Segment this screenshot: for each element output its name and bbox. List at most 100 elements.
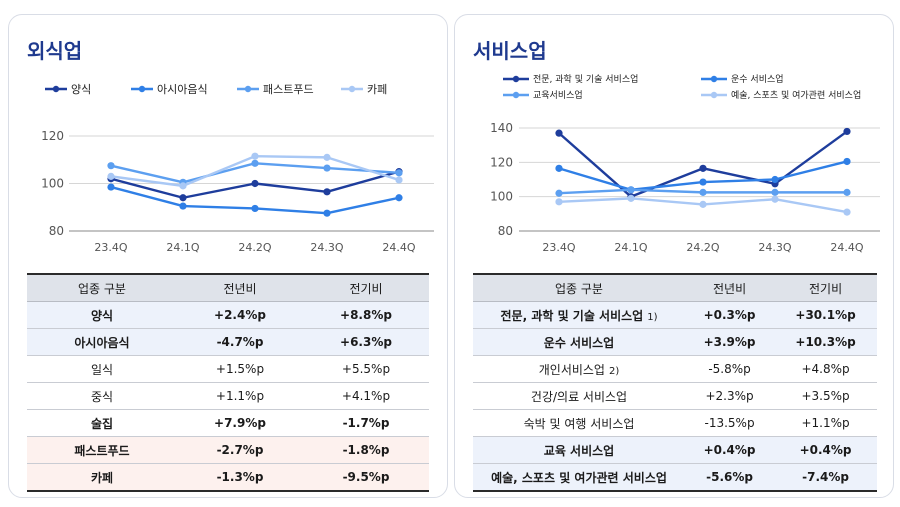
header-category: 업종 구분	[27, 273, 177, 302]
legend-marker	[512, 75, 520, 83]
category-name: 숙박 및 여행 서비스업	[523, 416, 635, 431]
x-tick-label: 24.4Q	[382, 241, 415, 254]
category-name: 교육 서비스업	[543, 443, 615, 458]
y-tick-label: 100	[41, 177, 64, 191]
series-1-point	[555, 129, 563, 137]
yoy-cell: -13.5%p	[685, 409, 775, 437]
series-4-point	[179, 182, 187, 190]
yoy-cell: -4.7%p	[177, 328, 303, 356]
y-tick-label: 80	[498, 224, 513, 238]
table-row: 중식 +1.1%p +4.1%p	[27, 382, 429, 410]
service-industry-panel: 서비스업 80 100 120 140 23.4Q 24.1Q 24.2Q 24.3Q 24.4…	[454, 14, 894, 498]
legend-marker	[52, 85, 60, 93]
x-tick-label: 24.1Q	[166, 241, 199, 254]
legend-marker	[138, 85, 146, 93]
yoy-cell: -2.7%p	[177, 436, 303, 464]
series-line-1	[558, 130, 848, 198]
table-row: 교육 서비스업 +0.4%p +0.4%p	[473, 436, 877, 464]
qoq-cell: +30.1%p	[774, 301, 877, 329]
category-name: 양식	[90, 308, 114, 323]
series-4-point	[555, 198, 563, 206]
series-3-point	[107, 162, 115, 170]
series-3-point	[251, 159, 259, 167]
category-cell: 중식	[27, 382, 177, 410]
yoy-cell: -1.3%p	[177, 463, 303, 492]
service-industry-line-chart: 80 100 120 140 23.4Q 24.1Q 24.2Q 24.3Q 24.4Q 전문, …	[490, 73, 880, 254]
series-3-point	[699, 188, 707, 196]
legend-label: 카페	[367, 83, 387, 96]
y-tick-label: 120	[490, 155, 513, 169]
y-tick-label: 80	[49, 224, 64, 238]
legend-label: 교육서비스업	[533, 90, 583, 101]
category-name: 일식	[90, 362, 114, 377]
category-cell: 카페	[27, 463, 177, 492]
category-name: 카페	[90, 470, 114, 485]
qoq-cell: +10.3%p	[774, 328, 877, 356]
table-row: 전문, 과학 및 기술 서비스업 1) +0.3%p +30.1%p	[473, 301, 877, 329]
category-name: 전문, 과학 및 기술 서비스업	[500, 308, 644, 323]
table-row: 양식 +2.4%p +8.8%p	[27, 301, 429, 329]
series-2-point	[179, 202, 187, 210]
yoy-cell: +7.9%p	[177, 409, 303, 437]
table-row: 일식 +1.5%p +5.5%p	[27, 355, 429, 383]
category-name: 술집	[90, 416, 114, 431]
food-service-title: 외식업	[27, 39, 83, 63]
series-1-point	[699, 164, 707, 172]
legend-label: 운수 서비스업	[731, 74, 784, 85]
series-1-point	[251, 179, 259, 188]
qoq-cell: -7.4%p	[774, 463, 877, 492]
service-industry-title: 서비스업	[473, 39, 547, 63]
category-cell: 술집	[27, 409, 177, 437]
x-tick-label: 24.4Q	[830, 241, 863, 254]
category-name: 개인서비스업	[538, 362, 605, 377]
table-header-row: 업종 구분 전년비 전기비	[473, 273, 877, 302]
qoq-cell: +8.8%p	[303, 301, 429, 329]
series-4-point	[627, 194, 635, 202]
qoq-cell: -1.7%p	[303, 409, 429, 437]
table-row: 건강/의료 서비스업 +2.3%p +3.5%p	[473, 382, 877, 410]
table-row: 패스트푸드 -2.7%p -1.8%p	[27, 436, 429, 464]
category-name: 패스트푸드	[74, 443, 130, 458]
series-4-point	[251, 152, 259, 160]
yoy-cell: +2.4%p	[177, 301, 303, 329]
service-industry-table: 업종 구분 전년비 전기비 전문, 과학 및 기술 서비스업 1) +0.3%p +3…	[473, 273, 877, 492]
yoy-cell: +1.5%p	[177, 355, 303, 383]
series-4-point	[323, 153, 331, 161]
series-3-point	[771, 188, 779, 196]
series-2-point	[323, 209, 331, 217]
qoq-cell: +1.1%p	[774, 409, 877, 437]
series-2-point	[251, 204, 259, 213]
category-cell: 아시아음식	[27, 328, 177, 356]
series-2-point	[699, 178, 707, 186]
category-cell: 운수 서비스업	[473, 328, 685, 356]
table-row: 아시아음식 -4.7%p +6.3%p	[27, 328, 429, 356]
table-row: 예술, 스포츠 및 여가관련 서비스업 -5.6%p -7.4%p	[473, 463, 877, 492]
category-cell: 개인서비스업 2)	[473, 355, 685, 383]
x-tick-label: 23.4Q	[542, 241, 575, 254]
series-3-point	[843, 188, 851, 196]
yoy-cell: -5.6%p	[685, 463, 775, 492]
yoy-cell: -5.8%p	[685, 355, 775, 383]
legend-marker	[244, 85, 252, 93]
series-1-point	[323, 188, 331, 196]
category-cell: 전문, 과학 및 기술 서비스업 1)	[473, 301, 685, 329]
legend-marker	[710, 75, 718, 83]
series-4-point	[843, 208, 851, 216]
category-cell: 패스트푸드	[27, 436, 177, 464]
qoq-cell: +6.3%p	[303, 328, 429, 356]
legend-label: 아시아음식	[157, 83, 208, 96]
table-row: 카페 -1.3%p -9.5%p	[27, 463, 429, 492]
category-cell: 교육 서비스업	[473, 436, 685, 464]
x-tick-label: 24.1Q	[614, 241, 647, 254]
legend-label: 패스트푸드	[263, 83, 314, 96]
legend-marker	[348, 85, 356, 93]
table-row: 숙박 및 여행 서비스업 -13.5%p +1.1%p	[473, 409, 877, 437]
food-service-panel: 외식업 80 100 120 23.4Q 24.1Q 24.2Q 24.3Q 24.4Q 양식 아…	[8, 14, 448, 498]
food-service-line-chart: 80 100 120 23.4Q 24.1Q 24.2Q 24.3Q 24.4Q 양식 아시아음식…	[41, 83, 434, 254]
series-4-point	[699, 200, 707, 208]
food-service-table: 업종 구분 전년비 전기비 양식 +2.4%p +8.8%p 아시아음식 -4.7%p +…	[27, 273, 429, 492]
qoq-cell: +5.5%p	[303, 355, 429, 383]
series-1-point	[843, 127, 851, 136]
yoy-cell: +0.4%p	[685, 436, 775, 464]
x-tick-label: 24.2Q	[238, 241, 271, 254]
